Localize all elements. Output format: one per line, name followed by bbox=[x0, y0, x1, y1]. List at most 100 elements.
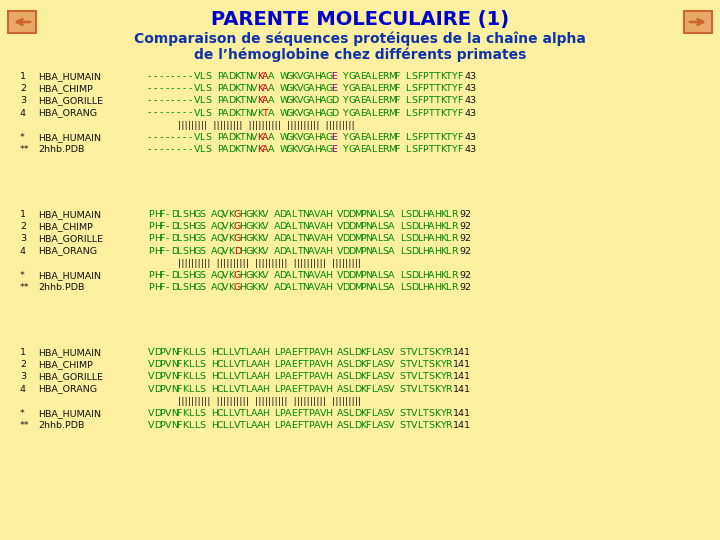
Text: S: S bbox=[411, 84, 417, 93]
Text: A: A bbox=[314, 360, 320, 369]
Text: L: L bbox=[405, 109, 410, 118]
Text: E: E bbox=[360, 133, 366, 142]
Text: G: G bbox=[234, 210, 241, 219]
Text: F: F bbox=[417, 109, 422, 118]
Text: A: A bbox=[365, 97, 372, 105]
Text: K: K bbox=[440, 84, 446, 93]
Text: D: D bbox=[154, 348, 161, 357]
Text: P: P bbox=[308, 360, 314, 369]
Text: D: D bbox=[228, 109, 235, 118]
Text: T: T bbox=[297, 247, 302, 255]
Text: V: V bbox=[337, 283, 343, 292]
Text: **: ** bbox=[20, 283, 30, 292]
Text: V: V bbox=[251, 133, 258, 142]
Text: S: S bbox=[199, 373, 205, 381]
Text: K: K bbox=[257, 222, 263, 231]
Text: K: K bbox=[291, 72, 297, 81]
Text: A: A bbox=[371, 210, 377, 219]
Text: T: T bbox=[423, 360, 428, 369]
Text: T: T bbox=[240, 360, 246, 369]
Text: L: L bbox=[199, 133, 204, 142]
Text: H: H bbox=[423, 234, 430, 244]
Text: D: D bbox=[354, 360, 361, 369]
Text: G: G bbox=[285, 133, 292, 142]
Text: D: D bbox=[411, 222, 418, 231]
Text: G: G bbox=[234, 234, 241, 244]
Text: A: A bbox=[262, 84, 269, 93]
Text: -: - bbox=[165, 222, 168, 231]
Text: H: H bbox=[262, 384, 269, 394]
Text: A: A bbox=[365, 145, 372, 154]
Text: K: K bbox=[257, 109, 263, 118]
Text: P: P bbox=[159, 348, 165, 357]
Text: H: H bbox=[325, 421, 333, 430]
Text: A: A bbox=[274, 222, 280, 231]
Text: T: T bbox=[297, 283, 302, 292]
Text: G: G bbox=[194, 222, 201, 231]
Text: L: L bbox=[228, 421, 233, 430]
Text: S: S bbox=[382, 373, 389, 381]
Text: -: - bbox=[148, 133, 151, 142]
Text: A: A bbox=[257, 348, 264, 357]
Text: E: E bbox=[360, 145, 366, 154]
Text: F: F bbox=[159, 234, 165, 244]
Text: D: D bbox=[171, 247, 178, 255]
Text: H: H bbox=[262, 360, 269, 369]
Text: H: H bbox=[423, 247, 430, 255]
Text: D: D bbox=[154, 384, 161, 394]
Text: L: L bbox=[377, 283, 382, 292]
Text: R: R bbox=[382, 97, 389, 105]
Text: L: L bbox=[348, 360, 354, 369]
Text: Comparaison de séquences protéiques de la chaîne alpha: Comparaison de séquences protéiques de l… bbox=[134, 32, 586, 46]
Text: S: S bbox=[405, 271, 411, 280]
Text: V: V bbox=[234, 360, 240, 369]
Text: T: T bbox=[240, 109, 246, 118]
Text: L: L bbox=[371, 84, 377, 93]
Text: F: F bbox=[394, 145, 400, 154]
Text: -: - bbox=[165, 72, 168, 81]
Text: A: A bbox=[314, 348, 320, 357]
Text: S: S bbox=[343, 360, 348, 369]
Text: S: S bbox=[400, 421, 405, 430]
Text: A: A bbox=[257, 373, 264, 381]
Text: P: P bbox=[148, 234, 154, 244]
Text: A: A bbox=[371, 222, 377, 231]
Text: -: - bbox=[159, 97, 163, 105]
Text: L: L bbox=[176, 271, 182, 280]
Text: S: S bbox=[382, 421, 389, 430]
Text: D: D bbox=[348, 247, 356, 255]
Text: L: L bbox=[188, 384, 193, 394]
Text: A: A bbox=[285, 384, 292, 394]
Text: K: K bbox=[182, 421, 189, 430]
Text: N: N bbox=[246, 72, 252, 81]
Text: A: A bbox=[308, 145, 315, 154]
Text: G: G bbox=[325, 133, 333, 142]
Text: A: A bbox=[268, 72, 274, 81]
Text: P: P bbox=[217, 109, 222, 118]
Text: A: A bbox=[211, 222, 217, 231]
Text: H: H bbox=[240, 222, 246, 231]
Text: 2: 2 bbox=[20, 84, 26, 93]
Text: T: T bbox=[434, 72, 440, 81]
Text: G: G bbox=[348, 97, 356, 105]
Text: D: D bbox=[348, 222, 356, 231]
Text: A: A bbox=[285, 234, 292, 244]
Text: H: H bbox=[188, 271, 195, 280]
Text: D: D bbox=[411, 283, 418, 292]
Text: L: L bbox=[446, 222, 451, 231]
Text: R: R bbox=[451, 222, 458, 231]
Text: N: N bbox=[171, 373, 178, 381]
Text: D: D bbox=[279, 283, 287, 292]
Text: V: V bbox=[297, 133, 303, 142]
Text: H: H bbox=[325, 222, 333, 231]
Text: L: L bbox=[371, 145, 377, 154]
Text: L: L bbox=[246, 421, 251, 430]
Text: V: V bbox=[222, 247, 229, 255]
Text: T: T bbox=[423, 421, 428, 430]
Text: V: V bbox=[148, 373, 155, 381]
Text: L: L bbox=[274, 384, 279, 394]
Text: D: D bbox=[343, 210, 350, 219]
Text: N: N bbox=[302, 271, 310, 280]
Text: 92: 92 bbox=[459, 222, 471, 231]
Text: HBA_ORANG: HBA_ORANG bbox=[38, 109, 97, 118]
